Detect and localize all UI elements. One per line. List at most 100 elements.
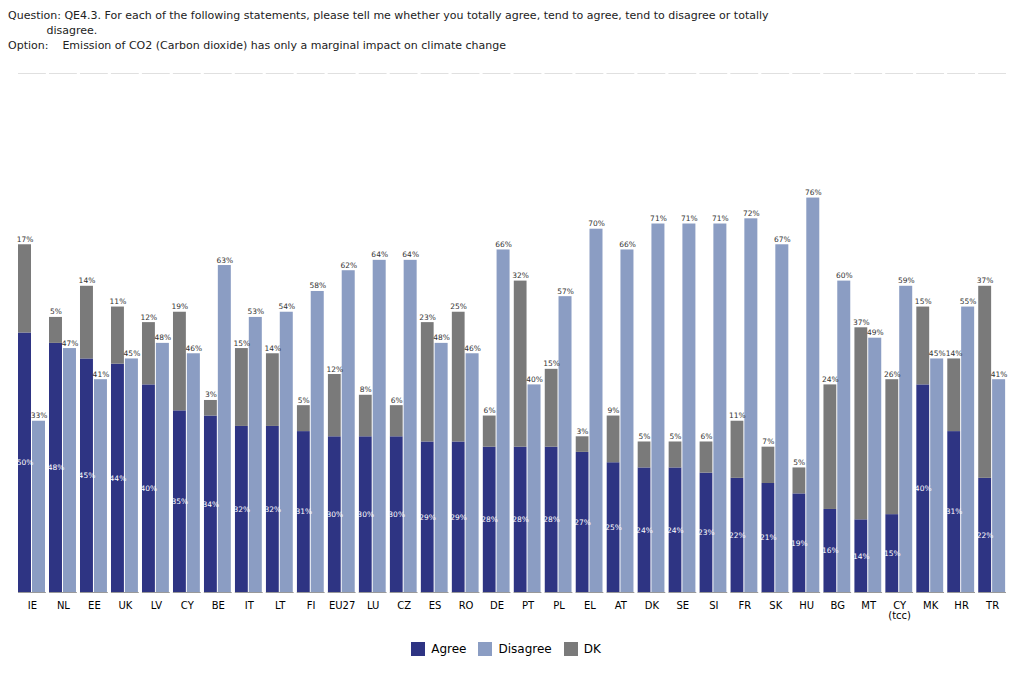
svg-text:14%: 14% [79, 276, 96, 285]
svg-text:HU: HU [799, 600, 814, 611]
svg-text:DK: DK [645, 600, 660, 611]
svg-text:54%: 54% [278, 302, 295, 311]
svg-text:12%: 12% [326, 365, 343, 374]
svg-text:IT: IT [245, 600, 255, 611]
svg-text:AT: AT [615, 600, 628, 611]
svg-text:34%: 34% [202, 500, 219, 509]
svg-text:PT: PT [522, 600, 535, 611]
svg-text:5%: 5% [793, 458, 805, 467]
svg-text:41%: 41% [93, 370, 110, 379]
svg-text:BE: BE [212, 600, 225, 611]
svg-text:48%: 48% [433, 333, 450, 342]
svg-text:30%: 30% [357, 510, 374, 519]
svg-text:EU27: EU27 [329, 600, 355, 611]
svg-text:SE: SE [677, 600, 690, 611]
svg-text:EL: EL [584, 600, 596, 611]
svg-text:EE: EE [88, 600, 101, 611]
svg-text:46%: 46% [464, 344, 481, 353]
svg-text:45%: 45% [929, 349, 946, 358]
svg-text:66%: 66% [619, 240, 636, 249]
svg-text:NL: NL [57, 600, 70, 611]
svg-text:49%: 49% [867, 328, 884, 337]
svg-text:RO: RO [459, 600, 474, 611]
svg-text:29%: 29% [419, 513, 436, 522]
svg-text:UK: UK [118, 600, 132, 611]
svg-text:SI: SI [709, 600, 718, 611]
svg-text:22%: 22% [729, 531, 746, 540]
svg-text:BG: BG [830, 600, 844, 611]
svg-text:70%: 70% [588, 219, 605, 228]
svg-text:5%: 5% [669, 432, 681, 441]
svg-text:58%: 58% [309, 281, 326, 290]
svg-text:57%: 57% [557, 287, 574, 296]
svg-text:15%: 15% [915, 297, 932, 306]
svg-text:30%: 30% [326, 510, 343, 519]
svg-text:LT: LT [275, 600, 286, 611]
svg-text:66%: 66% [495, 240, 512, 249]
svg-text:32%: 32% [512, 271, 529, 280]
svg-text:76%: 76% [805, 188, 822, 197]
svg-text:17%: 17% [17, 235, 34, 244]
svg-text:MK: MK [923, 600, 939, 611]
svg-text:71%: 71% [650, 214, 667, 223]
svg-text:28%: 28% [512, 515, 529, 524]
svg-text:23%: 23% [419, 313, 436, 322]
svg-text:HR: HR [954, 600, 969, 611]
svg-text:31%: 31% [295, 507, 312, 516]
svg-text:21%: 21% [760, 533, 777, 542]
svg-text:33%: 33% [31, 411, 48, 420]
svg-text:CY: CY [181, 600, 195, 611]
svg-text:28%: 28% [481, 515, 498, 524]
svg-text:16%: 16% [822, 546, 839, 555]
svg-text:25%: 25% [605, 523, 622, 532]
svg-text:48%: 48% [155, 333, 172, 342]
svg-text:37%: 37% [977, 276, 994, 285]
svg-text:46%: 46% [186, 344, 203, 353]
svg-text:6%: 6% [484, 406, 496, 415]
svg-text:9%: 9% [608, 406, 620, 415]
svg-text:5%: 5% [298, 396, 310, 405]
svg-text:19%: 19% [791, 539, 808, 548]
svg-text:71%: 71% [681, 214, 698, 223]
svg-text:CY(tcc): CY(tcc) [888, 600, 911, 621]
svg-text:72%: 72% [743, 209, 760, 218]
svg-text:6%: 6% [700, 432, 712, 441]
svg-text:28%: 28% [543, 515, 560, 524]
svg-text:6%: 6% [391, 396, 403, 405]
svg-text:IE: IE [28, 600, 37, 611]
svg-text:37%: 37% [853, 318, 870, 327]
svg-text:24%: 24% [822, 375, 839, 384]
svg-text:27%: 27% [574, 518, 591, 527]
svg-text:26%: 26% [884, 370, 901, 379]
svg-text:22%: 22% [977, 531, 994, 540]
svg-text:48%: 48% [48, 463, 65, 472]
svg-text:29%: 29% [450, 513, 467, 522]
svg-text:30%: 30% [388, 510, 405, 519]
svg-text:62%: 62% [340, 261, 357, 270]
svg-text:63%: 63% [216, 256, 233, 265]
svg-text:53%: 53% [247, 307, 264, 316]
svg-text:47%: 47% [62, 339, 79, 348]
svg-text:24%: 24% [636, 526, 653, 535]
svg-text:14%: 14% [946, 349, 963, 358]
svg-text:71%: 71% [712, 214, 729, 223]
svg-text:PL: PL [553, 600, 565, 611]
svg-text:MT: MT [861, 600, 877, 611]
svg-text:64%: 64% [371, 250, 388, 259]
svg-text:24%: 24% [667, 526, 684, 535]
svg-text:35%: 35% [172, 497, 189, 506]
svg-text:31%: 31% [946, 507, 963, 516]
svg-text:TR: TR [985, 600, 999, 611]
svg-text:64%: 64% [402, 250, 419, 259]
svg-text:5%: 5% [50, 307, 62, 316]
svg-text:55%: 55% [960, 297, 977, 306]
svg-text:44%: 44% [110, 474, 127, 483]
svg-text:67%: 67% [774, 235, 791, 244]
svg-text:CZ: CZ [397, 600, 411, 611]
svg-text:45%: 45% [79, 471, 96, 480]
svg-text:3%: 3% [205, 390, 217, 399]
svg-text:DE: DE [490, 600, 504, 611]
svg-text:14%: 14% [853, 552, 870, 561]
svg-text:15%: 15% [884, 549, 901, 558]
svg-text:ES: ES [429, 600, 442, 611]
